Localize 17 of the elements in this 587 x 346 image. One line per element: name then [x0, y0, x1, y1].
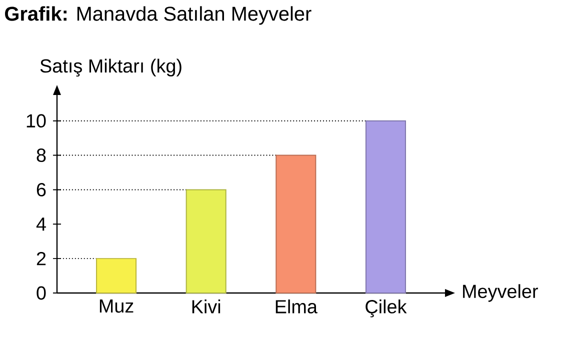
bar: [365, 120, 406, 294]
bar: [186, 189, 226, 294]
y-tick-label: 6: [36, 182, 46, 196]
bar: [276, 154, 316, 294]
x-tick-label: Elma: [276, 300, 318, 314]
chart-title: Grafik: Manavda Satılan Meyveler: [5, 6, 312, 25]
y-tick-label: 0: [36, 286, 46, 300]
x-tick-label: Kivi: [192, 300, 220, 314]
y-tick-label: 4: [36, 218, 46, 231]
y-tick-label: 8: [36, 148, 46, 162]
x-tick-label: Çilek: [366, 300, 407, 318]
y-tick-label: 2: [36, 252, 46, 266]
y-axis-title: Satış Miktarı (kg): [40, 58, 182, 76]
y-tick-label: 10: [26, 114, 46, 128]
bar: [96, 258, 137, 294]
x-tick-label: Muz: [100, 300, 134, 313]
x-axis-title: Meyveler: [463, 284, 538, 302]
